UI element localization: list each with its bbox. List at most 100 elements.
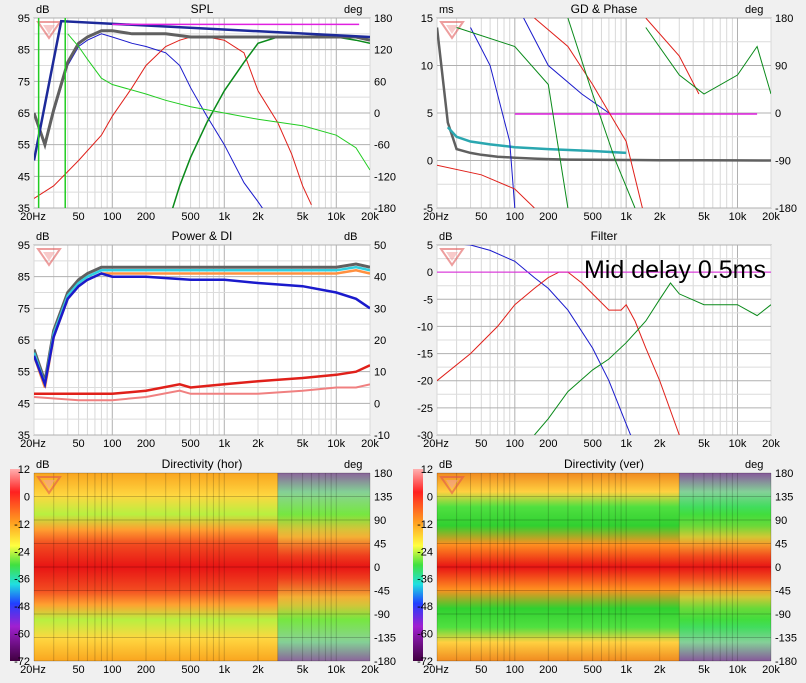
power-xtick: 200 (137, 438, 155, 450)
dirh-colorbar-label: -12 (14, 519, 30, 531)
gd-xtick: 200 (539, 211, 557, 223)
power-xtick: 2k (252, 438, 264, 450)
dirv-colorbar-label: 12 (421, 464, 433, 476)
dirv-xtick: 100 (506, 664, 524, 676)
power-xtick: 10k (327, 438, 345, 450)
gd-xtick: 20Hz (423, 211, 449, 223)
power-rtick: 30 (374, 303, 386, 315)
spl-rtick: -180 (374, 203, 396, 215)
dirv-colorbar-label: -60 (417, 629, 433, 641)
power-sound-power (34, 272, 370, 389)
power-curves (34, 262, 370, 402)
power-xtick: 20k (361, 438, 379, 450)
spl-rtick: -60 (374, 140, 390, 152)
dirv-colorbar: 12 0 -12 -24 -36 -48 -60 -72 (413, 464, 433, 668)
power-ytick: 85 (18, 272, 30, 284)
dirh-colorbar-label: 12 (18, 464, 30, 476)
spl-rtick: -120 (374, 171, 396, 183)
dirh-rtick: 180 (374, 468, 392, 480)
dirh-rtick: -45 (374, 586, 390, 598)
spl-xtick: 10k (327, 211, 345, 223)
dirh-xtick: 200 (137, 664, 155, 676)
gd-logo-icon (439, 21, 465, 40)
power-xtick: 1k (218, 438, 230, 450)
dirv-xtick: 200 (539, 664, 557, 676)
spl-chart: SPL dB deg 95 85 75 65 55 45 35 180 120 60 0 -60 -120 -1… (18, 2, 396, 223)
filter-series-1 (437, 271, 680, 435)
dirv-colorbar-strip (413, 469, 423, 661)
power-xtick: 100 (103, 438, 121, 450)
dirh-rtick: 90 (374, 515, 386, 527)
filter-xtick: 100 (506, 438, 524, 450)
gd-ytick: 10 (421, 61, 433, 73)
gd-xtick: 1k (620, 211, 632, 223)
dirh-title: Directivity (hor) (162, 457, 243, 471)
phase-sweep (567, 18, 636, 208)
gd-rtick: -180 (775, 203, 797, 215)
spl-left-unit: dB (36, 4, 49, 16)
dirv-rtick: 135 (775, 492, 793, 504)
dirv-colorbar-label: -24 (417, 546, 433, 558)
dirh-hf-band (277, 473, 370, 661)
dirh-colorbar-strip (10, 469, 20, 661)
power-xtick: 500 (181, 438, 199, 450)
dirh-rtick: -180 (374, 656, 396, 668)
dirh-logo-icon (36, 476, 62, 495)
phase-sweep (645, 18, 700, 95)
dirh-left-unit: dB (36, 459, 49, 471)
spl-xtick: 500 (181, 211, 199, 223)
gd-ytick: -5 (423, 203, 433, 215)
power-xtick: 50 (72, 438, 84, 450)
dirv-xtick: 50 (475, 664, 487, 676)
dirh-xtick: 5k (297, 664, 309, 676)
power-ytick: 75 (18, 303, 30, 315)
dirh-colorbar-label: -60 (14, 629, 30, 641)
dirh-xtick: 20k (361, 664, 379, 676)
dirh-grid (33, 472, 371, 662)
gd-grid (436, 17, 772, 209)
dirv-title: Directivity (ver) (564, 457, 644, 471)
gd-curves (437, 18, 771, 208)
power-xtick: 5k (297, 438, 309, 450)
dirh-colorbar: 12 0 -12 -24 -36 -48 -60 -72 (10, 464, 30, 668)
filter-xtick: 2k (654, 438, 666, 450)
spl-xtick: 2k (252, 211, 264, 223)
dirv-rtick: -45 (775, 586, 791, 598)
gd-xtick: 2k (654, 211, 666, 223)
spl-xtick: 100 (103, 211, 121, 223)
filter-ytick: -25 (417, 403, 433, 415)
spl-xtick: 200 (137, 211, 155, 223)
dirv-left-unit: dB (439, 459, 452, 471)
filter-xtick: 1k (620, 438, 632, 450)
dirh-colorbar-label: -48 (14, 601, 30, 613)
power-rtick: 0 (374, 398, 380, 410)
gd-sum (437, 27, 771, 162)
dirh-xtick: 1k (218, 664, 230, 676)
filter-ytick: 5 (427, 240, 433, 252)
spl-rtick: 180 (374, 13, 392, 25)
power-right-unit: dB (344, 231, 357, 243)
dirv-chart: Directivity (ver) dB deg 180 135 90 45 0 -45 -90 -… (423, 457, 797, 676)
dirh-colorbar-label: -36 (14, 574, 30, 586)
spl-ytick: 45 (18, 171, 30, 183)
dirh-rtick: 0 (374, 562, 380, 574)
gd-rtick: 180 (775, 13, 793, 25)
filter-logo-icon (439, 248, 465, 267)
gd-xtick: 500 (583, 211, 601, 223)
gd-xtick: 10k (729, 211, 747, 223)
phase-sweep (534, 18, 643, 208)
spl-title: SPL (191, 2, 214, 16)
dirv-xtick: 1k (620, 664, 632, 676)
dirv-xtick: 20Hz (423, 664, 449, 676)
gd-rtick: 90 (775, 61, 787, 73)
dirh-right-unit: deg (344, 459, 362, 471)
spl-xtick: 1k (218, 211, 230, 223)
filter-ytick: -30 (417, 430, 433, 442)
spl-ytick: 55 (18, 140, 30, 152)
dirv-colorbar-label: -48 (417, 601, 433, 613)
dirh-rtick: 135 (374, 492, 392, 504)
power-ytick: 55 (18, 367, 30, 379)
filter-xtick: 5k (698, 438, 710, 450)
